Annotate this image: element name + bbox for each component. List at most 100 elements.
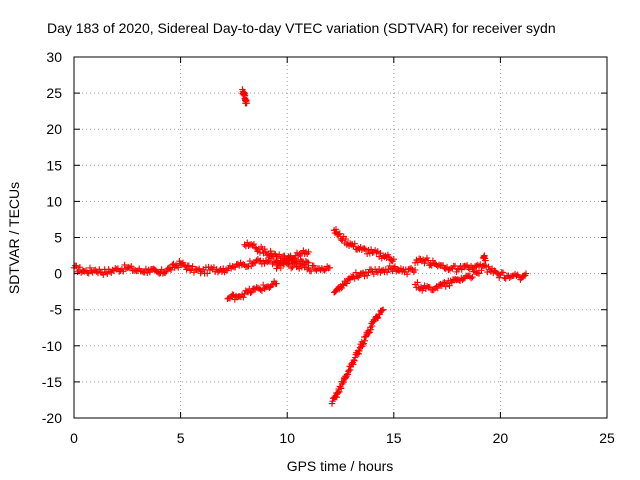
y-tick-label: 0	[54, 266, 62, 282]
data-point-fill	[356, 347, 363, 355]
data-point-fill	[260, 249, 267, 257]
data-point-fill	[352, 269, 360, 276]
series-late-spike-19h	[480, 252, 489, 264]
data-point-fill	[494, 270, 502, 278]
x-tick-label: 20	[493, 430, 509, 446]
series-outlier-cluster-8h	[239, 86, 250, 107]
data-point-fill	[374, 314, 382, 322]
y-tick-label: -5	[50, 302, 63, 318]
data-point-fill	[493, 270, 501, 277]
data-point-fill	[243, 96, 250, 104]
data-point-fill	[414, 259, 421, 266]
data-point-fill	[238, 291, 246, 298]
data-point-fill	[265, 251, 272, 258]
data-point-fill	[439, 262, 447, 269]
data-point-fill	[303, 258, 311, 266]
data-point-fill	[291, 254, 298, 262]
data-point-fill	[373, 249, 380, 256]
data-point-fill	[391, 263, 399, 270]
y-tick-label: 25	[46, 85, 62, 101]
data-point-fill	[277, 264, 285, 272]
data-point-fill	[355, 350, 362, 357]
data-point-fill	[377, 249, 384, 257]
x-tick-label: 5	[177, 430, 185, 446]
data-point-fill	[414, 279, 421, 286]
data-point-fill	[249, 260, 256, 267]
x-tick-label: 15	[386, 430, 402, 446]
data-point-fill	[368, 322, 376, 330]
data-point-fill	[248, 288, 255, 296]
series-lower-arc-7-9.5h	[224, 278, 280, 303]
data-point-fill	[347, 366, 354, 374]
data-point-fill	[337, 385, 345, 392]
data-point-fill	[76, 263, 84, 271]
data-point-fill	[419, 256, 427, 263]
y-tick-label: -10	[42, 338, 62, 354]
y-axis-label: SDTVAR / TECUs	[6, 182, 22, 294]
data-point-fill	[499, 269, 507, 276]
series-main-band-7-11h	[220, 255, 334, 276]
data-point-fill	[334, 389, 342, 396]
data-layer	[70, 86, 530, 407]
x-tick-label: 0	[70, 430, 78, 446]
data-point-fill	[441, 264, 448, 272]
x-tick-label: 10	[279, 430, 295, 446]
data-point-fill	[183, 266, 190, 273]
x-axis-label: GPS time / hours	[287, 458, 394, 474]
data-point-fill	[132, 267, 139, 274]
data-point-fill	[458, 266, 465, 273]
data-point-fill	[344, 371, 352, 378]
data-point-fill	[338, 237, 345, 244]
data-point-fill	[238, 261, 246, 269]
data-point-fill	[403, 270, 411, 278]
data-point-fill	[360, 340, 367, 347]
data-point-fill	[376, 311, 383, 318]
grid-layer	[74, 57, 607, 418]
data-point-fill	[153, 268, 161, 275]
data-point-fill	[175, 264, 182, 271]
data-point-fill	[204, 270, 211, 277]
x-tick-label: 25	[599, 430, 615, 446]
data-point-fill	[332, 226, 340, 233]
data-point-fill	[310, 262, 318, 270]
data-point-fill	[521, 272, 529, 279]
series-late-lower-arc-16-19h	[411, 268, 483, 294]
data-point-fill	[366, 250, 374, 257]
data-point-fill	[180, 261, 188, 269]
data-point-fill	[427, 261, 434, 268]
data-point-fill	[434, 284, 441, 292]
y-tick-label: 5	[54, 230, 62, 246]
data-point-fill	[363, 272, 371, 279]
data-point-fill	[478, 267, 485, 274]
data-point-fill	[167, 266, 175, 274]
data-point-fill	[86, 264, 94, 272]
data-point-fill	[485, 263, 492, 271]
data-point-fill	[290, 255, 297, 263]
data-point-fill	[325, 264, 332, 272]
y-tick-label: 15	[46, 157, 62, 173]
data-point-fill	[351, 357, 358, 365]
data-point-fill	[336, 388, 343, 396]
data-point-fill	[276, 251, 283, 258]
data-point-fill	[345, 275, 353, 282]
data-point-fill	[442, 283, 449, 290]
data-point-fill	[342, 235, 350, 243]
data-point-fill	[421, 260, 428, 267]
data-point-fill	[439, 279, 447, 287]
data-point-fill	[100, 271, 107, 278]
data-point-fill	[452, 276, 459, 283]
data-point-fill	[379, 307, 386, 314]
data-point-fill	[389, 257, 396, 265]
data-point-fill	[257, 286, 264, 293]
data-point-fill	[453, 268, 460, 276]
series-early-spur-9.5-11h	[273, 247, 312, 272]
data-point-fill	[302, 257, 310, 265]
data-point-fill	[329, 398, 336, 405]
data-point-fill	[304, 250, 311, 257]
data-point-fill	[261, 245, 268, 253]
data-point-fill	[260, 281, 267, 289]
data-point-fill	[362, 333, 369, 341]
chart-title: Day 183 of 2020, Sidereal Day-to-day VTE…	[47, 20, 556, 36]
y-tick-label: -20	[42, 410, 62, 426]
